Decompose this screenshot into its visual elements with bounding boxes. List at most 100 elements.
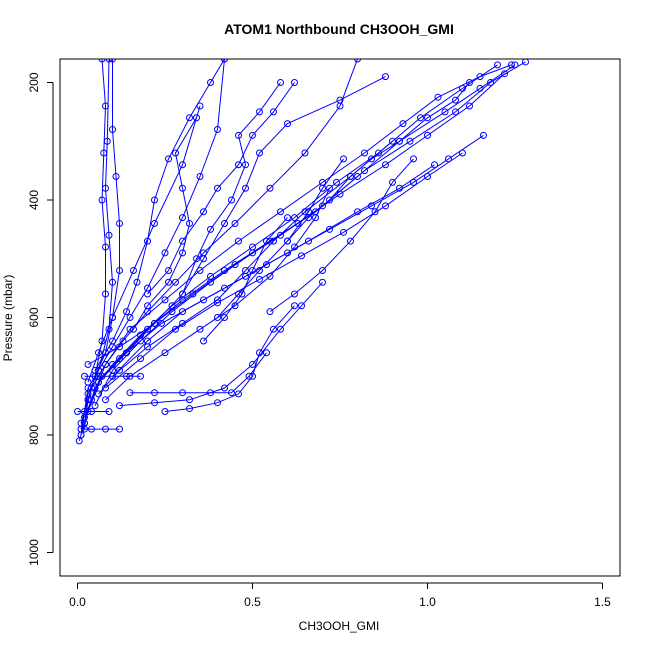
data-point bbox=[151, 196, 158, 204]
data-point bbox=[501, 70, 508, 78]
data-point bbox=[109, 337, 116, 345]
series-line bbox=[133, 117, 197, 330]
data-point bbox=[291, 79, 298, 86]
data-point bbox=[84, 361, 92, 368]
data-point bbox=[434, 93, 442, 101]
data-point bbox=[214, 399, 221, 407]
data-point bbox=[95, 390, 102, 398]
data-point bbox=[84, 378, 92, 386]
series-group bbox=[74, 59, 529, 445]
data-point bbox=[161, 296, 169, 304]
data-point bbox=[277, 79, 284, 86]
data-point bbox=[336, 96, 344, 104]
data-point bbox=[522, 59, 529, 66]
data-point bbox=[214, 184, 221, 192]
data-point bbox=[277, 325, 284, 333]
series-line bbox=[269, 158, 414, 313]
data-point bbox=[221, 384, 228, 392]
data-point bbox=[109, 278, 116, 286]
data-point bbox=[165, 155, 172, 163]
data-point bbox=[231, 261, 239, 269]
data-point bbox=[109, 59, 116, 63]
series-line bbox=[87, 76, 386, 365]
data-point bbox=[126, 325, 134, 333]
data-point bbox=[340, 155, 347, 163]
data-point bbox=[74, 408, 81, 415]
data-point bbox=[214, 299, 221, 307]
x-tick-label: 1.5 bbox=[594, 595, 611, 609]
data-point bbox=[494, 61, 501, 69]
data-point bbox=[137, 337, 144, 345]
data-point bbox=[480, 131, 487, 139]
series-line bbox=[80, 59, 114, 436]
data-point bbox=[214, 126, 221, 133]
data-point bbox=[249, 249, 256, 257]
data-point bbox=[102, 184, 109, 192]
data-point bbox=[396, 137, 403, 145]
series-line bbox=[164, 305, 295, 412]
data-point bbox=[347, 173, 354, 180]
x-tick-label: 1.0 bbox=[419, 595, 436, 609]
data-point bbox=[98, 196, 106, 204]
data-point bbox=[354, 59, 361, 63]
series-line bbox=[78, 59, 107, 442]
series-line bbox=[182, 82, 281, 295]
data-point bbox=[452, 96, 459, 104]
data-point bbox=[284, 120, 291, 128]
y-axis: 200 400 600 800 1000 bbox=[27, 72, 54, 566]
data-point bbox=[466, 102, 473, 110]
data-point bbox=[116, 402, 123, 410]
data-point bbox=[102, 384, 109, 392]
data-point bbox=[130, 325, 137, 333]
data-point bbox=[382, 161, 389, 169]
y-tick-label: 200 bbox=[27, 72, 41, 92]
data-point bbox=[256, 349, 263, 357]
data-point bbox=[242, 161, 249, 169]
data-point bbox=[270, 108, 277, 116]
data-point bbox=[109, 126, 116, 133]
data-point bbox=[242, 272, 249, 280]
data-point bbox=[319, 267, 326, 274]
data-point bbox=[116, 355, 123, 363]
data-point bbox=[270, 237, 277, 245]
series-line bbox=[203, 217, 288, 342]
data-point bbox=[109, 314, 116, 321]
data-point bbox=[340, 228, 347, 236]
data-point bbox=[161, 249, 169, 257]
data-point bbox=[151, 389, 158, 397]
y-tick-label: 800 bbox=[27, 425, 41, 445]
data-point bbox=[109, 372, 116, 380]
data-point bbox=[158, 319, 165, 327]
series-line bbox=[105, 188, 330, 401]
data-point bbox=[207, 225, 214, 233]
data-point bbox=[102, 243, 109, 251]
data-point bbox=[508, 61, 515, 69]
data-point bbox=[179, 184, 186, 192]
series-line bbox=[112, 164, 435, 377]
data-point bbox=[291, 302, 298, 310]
series-line bbox=[105, 152, 463, 389]
data-point bbox=[333, 178, 340, 186]
data-point bbox=[151, 399, 158, 407]
data-point bbox=[207, 389, 214, 397]
data-point bbox=[179, 389, 186, 397]
data-point bbox=[112, 173, 120, 180]
data-point bbox=[161, 349, 169, 357]
data-point bbox=[186, 396, 193, 404]
data-point bbox=[165, 267, 172, 274]
data-point bbox=[81, 413, 88, 421]
data-point bbox=[179, 290, 186, 298]
data-point bbox=[256, 149, 263, 157]
data-point bbox=[301, 149, 309, 157]
data-point bbox=[144, 337, 151, 345]
data-point bbox=[165, 278, 172, 286]
data-point bbox=[103, 137, 111, 145]
data-point bbox=[126, 389, 134, 397]
series-layer bbox=[74, 59, 529, 445]
data-point bbox=[284, 214, 291, 222]
data-point bbox=[88, 425, 95, 433]
data-point bbox=[137, 372, 144, 380]
data-point bbox=[312, 214, 319, 222]
data-point bbox=[284, 237, 291, 245]
